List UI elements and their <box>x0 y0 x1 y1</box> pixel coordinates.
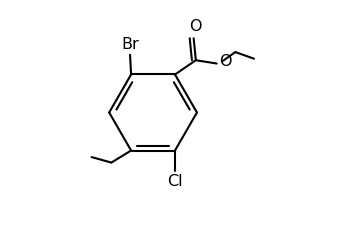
Text: O: O <box>189 19 201 34</box>
Text: O: O <box>219 54 231 69</box>
Text: Cl: Cl <box>167 174 183 189</box>
Text: Br: Br <box>121 37 139 52</box>
